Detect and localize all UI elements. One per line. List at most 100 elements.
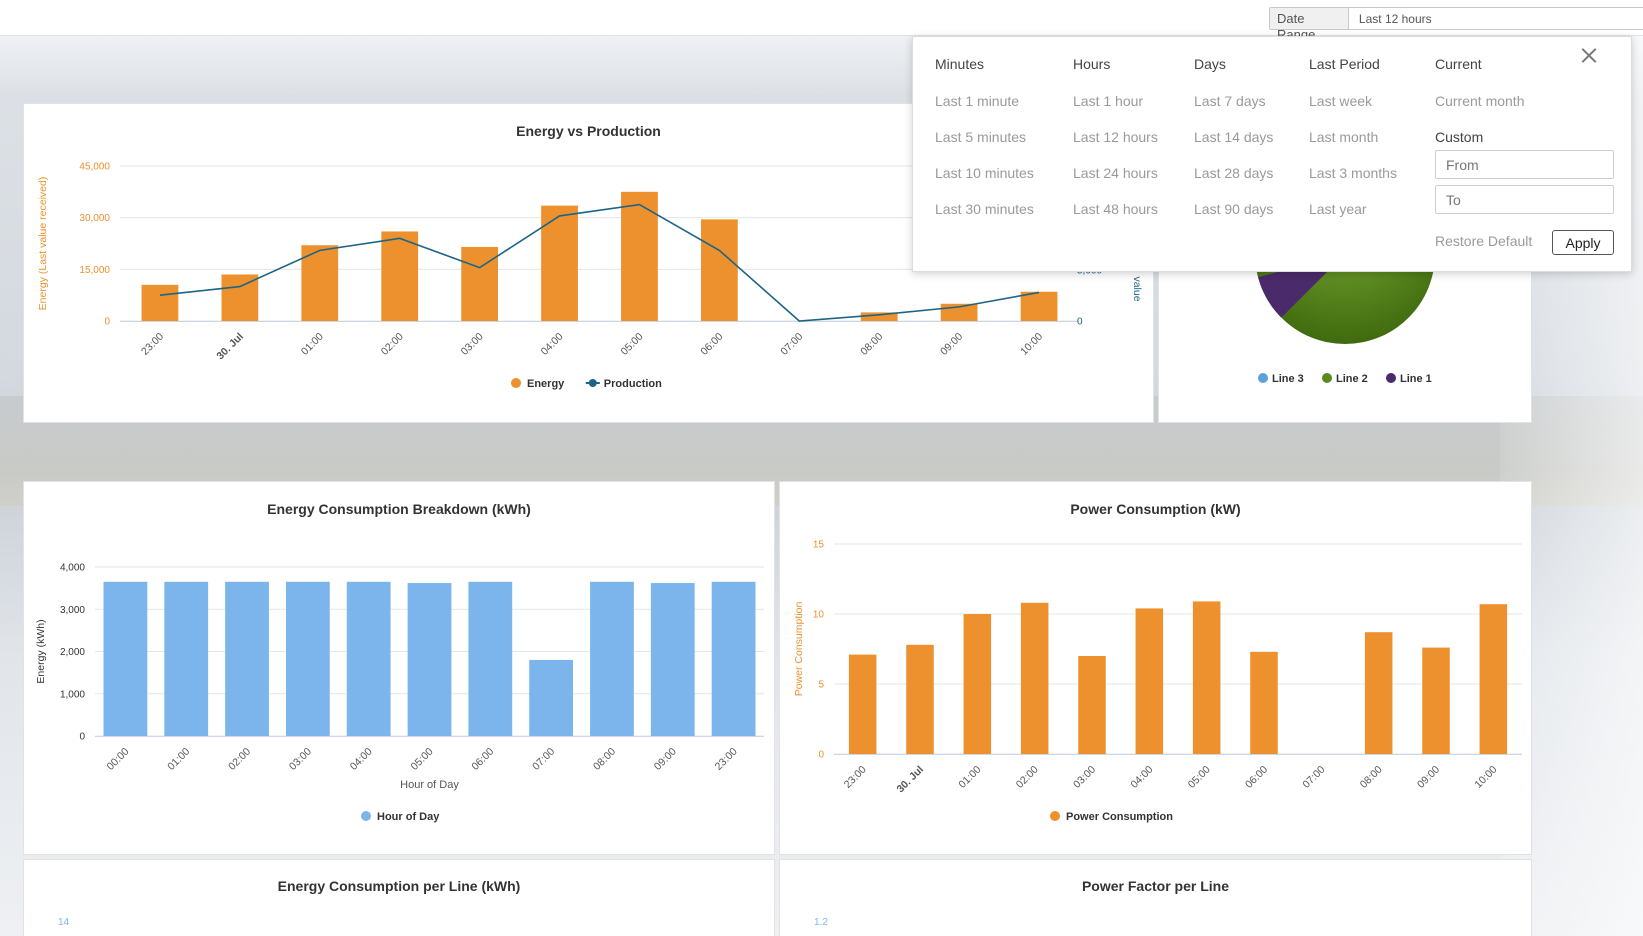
option-last-week[interactable]: Last week — [1309, 93, 1373, 109]
panel-title: Energy Consumption Breakdown (kWh) — [267, 501, 531, 517]
legend-marker — [511, 378, 521, 388]
panel-power-factor: Power Factor per Line 1.2 — [779, 859, 1532, 936]
column-heading: Current — [1435, 56, 1482, 72]
bar — [1020, 291, 1058, 321]
y-tick-label: 1.2 — [814, 917, 828, 928]
legend-marker — [361, 811, 371, 821]
y-tick-label: 3,000 — [60, 605, 85, 616]
bar — [461, 246, 499, 321]
option-current-month[interactable]: Current month — [1435, 93, 1525, 109]
x-tick-label: 05:00 — [619, 331, 646, 358]
legend-marker — [1386, 373, 1396, 383]
option-last-month[interactable]: Last month — [1309, 129, 1379, 145]
bar — [700, 219, 738, 321]
bar — [1250, 651, 1278, 754]
bar — [1192, 601, 1221, 754]
y-tick-label: 1,000 — [60, 689, 85, 700]
legend-marker — [588, 379, 597, 387]
option-last-3-months[interactable]: Last 3 months — [1309, 165, 1397, 181]
option-last-7-days[interactable]: Last 7 days — [1194, 93, 1266, 109]
x-tick-label: 06:00 — [469, 746, 496, 773]
bar — [225, 581, 269, 736]
x-tick-label: 08:00 — [591, 746, 618, 773]
bar — [860, 312, 898, 321]
date-range-select[interactable]: Last 12 hours — [1348, 8, 1643, 29]
column-heading: Last Period — [1309, 56, 1380, 72]
legend-marker — [1050, 811, 1060, 821]
close-icon[interactable] — [1581, 47, 1597, 63]
option-custom[interactable]: Custom — [1435, 129, 1484, 145]
legend-label: Production — [604, 378, 662, 390]
x-tick-label: 06:00 — [1243, 764, 1270, 791]
to-input[interactable] — [1435, 185, 1614, 214]
x-tick-label: 04:00 — [539, 331, 566, 358]
x-tick-label: 23:00 — [139, 331, 166, 358]
bar — [848, 654, 877, 754]
panel-power-consumption: Power Consumption (kW) 0 5 10 15 Power Consu… — [779, 481, 1532, 855]
bar — [164, 581, 209, 736]
x-tick-label: 03:00 — [287, 746, 314, 773]
x-tick-label: 05:00 — [1186, 764, 1213, 791]
x-tick-label: 07:00 — [530, 746, 557, 773]
option-last-1-minute[interactable]: Last 1 minute — [935, 93, 1020, 109]
x-tick-label: 23:00 — [842, 764, 869, 791]
option-last-5-minutes[interactable]: Last 5 minutes — [935, 129, 1027, 145]
y2-tick-label: 0 — [1077, 317, 1083, 328]
date-range-value: Last 12 hours — [1358, 12, 1432, 26]
apply-button[interactable]: Apply — [1552, 230, 1614, 255]
bar — [1364, 632, 1393, 754]
bar — [1078, 656, 1106, 754]
bar — [407, 583, 452, 736]
bar — [541, 205, 578, 321]
option-last-year[interactable]: Last year — [1309, 201, 1367, 217]
legend-label: Line 3 — [1272, 373, 1304, 385]
y-tick-label: 15 — [813, 540, 825, 551]
option-last-1-hour[interactable]: Last 1 hour — [1073, 93, 1144, 109]
panel-title: Energy vs Production — [516, 123, 661, 139]
x-tick-label: 07:00 — [778, 331, 805, 358]
y-tick-label: 5 — [818, 680, 824, 691]
y-tick-label: 45,000 — [79, 162, 110, 173]
option-last-12-hours[interactable]: Last 12 hours — [1073, 129, 1158, 145]
y-tick-label: 10 — [813, 610, 825, 621]
y-tick-label: 14 — [58, 917, 70, 928]
series-line — [159, 203, 1040, 322]
bar — [906, 644, 934, 754]
bar — [963, 614, 992, 754]
x-tick-label: 03:00 — [459, 331, 486, 358]
option-last-48-hours[interactable]: Last 48 hours — [1073, 201, 1158, 217]
y-tick-label: 15,000 — [79, 265, 110, 276]
bar — [1020, 602, 1049, 754]
option-last-30-minutes[interactable]: Last 30 minutes — [935, 201, 1034, 217]
option-last-90-days[interactable]: Last 90 days — [1194, 201, 1274, 217]
legend-label: Line 2 — [1336, 373, 1368, 385]
bar — [103, 581, 148, 736]
option-last-10-minutes[interactable]: Last 10 minutes — [935, 165, 1034, 181]
x-tick-label: 30. Jul — [214, 331, 246, 363]
y2-axis-label: value — [1131, 276, 1143, 301]
bar — [285, 581, 330, 736]
from-input[interactable] — [1435, 150, 1614, 179]
date-range-dropdown: Minutes Last 1 minute Last 5 minutes Las… — [912, 36, 1632, 272]
option-last-14-days[interactable]: Last 14 days — [1194, 129, 1274, 145]
x-tick-label: 05:00 — [409, 746, 436, 773]
x-tick-label: 23:00 — [713, 746, 740, 773]
x-tick-label: 10:00 — [1018, 331, 1045, 358]
x-tick-label: 01:00 — [956, 764, 983, 791]
option-last-24-hours[interactable]: Last 24 hours — [1073, 165, 1158, 181]
bar — [346, 581, 391, 736]
date-range-selector[interactable]: Date Range Last 12 hours — [1269, 7, 1643, 42]
option-last-28-days[interactable]: Last 28 days — [1194, 165, 1274, 181]
column-heading: Hours — [1073, 56, 1111, 72]
x-tick-label: 08:00 — [1358, 764, 1385, 791]
bar — [468, 581, 513, 736]
bar — [301, 245, 339, 321]
x-tick-label: 00:00 — [104, 746, 131, 773]
x-tick-label: 02:00 — [379, 331, 406, 358]
column-heading: Days — [1194, 56, 1226, 72]
y-tick-label: 0 — [104, 317, 110, 328]
column-minutes: Minutes Last 1 minute Last 5 minutes Las… — [935, 47, 1034, 227]
y-tick-label: 2,000 — [60, 647, 85, 658]
restore-default-button[interactable]: Restore Default — [1435, 233, 1533, 249]
x-tick-label: 02:00 — [226, 746, 253, 773]
